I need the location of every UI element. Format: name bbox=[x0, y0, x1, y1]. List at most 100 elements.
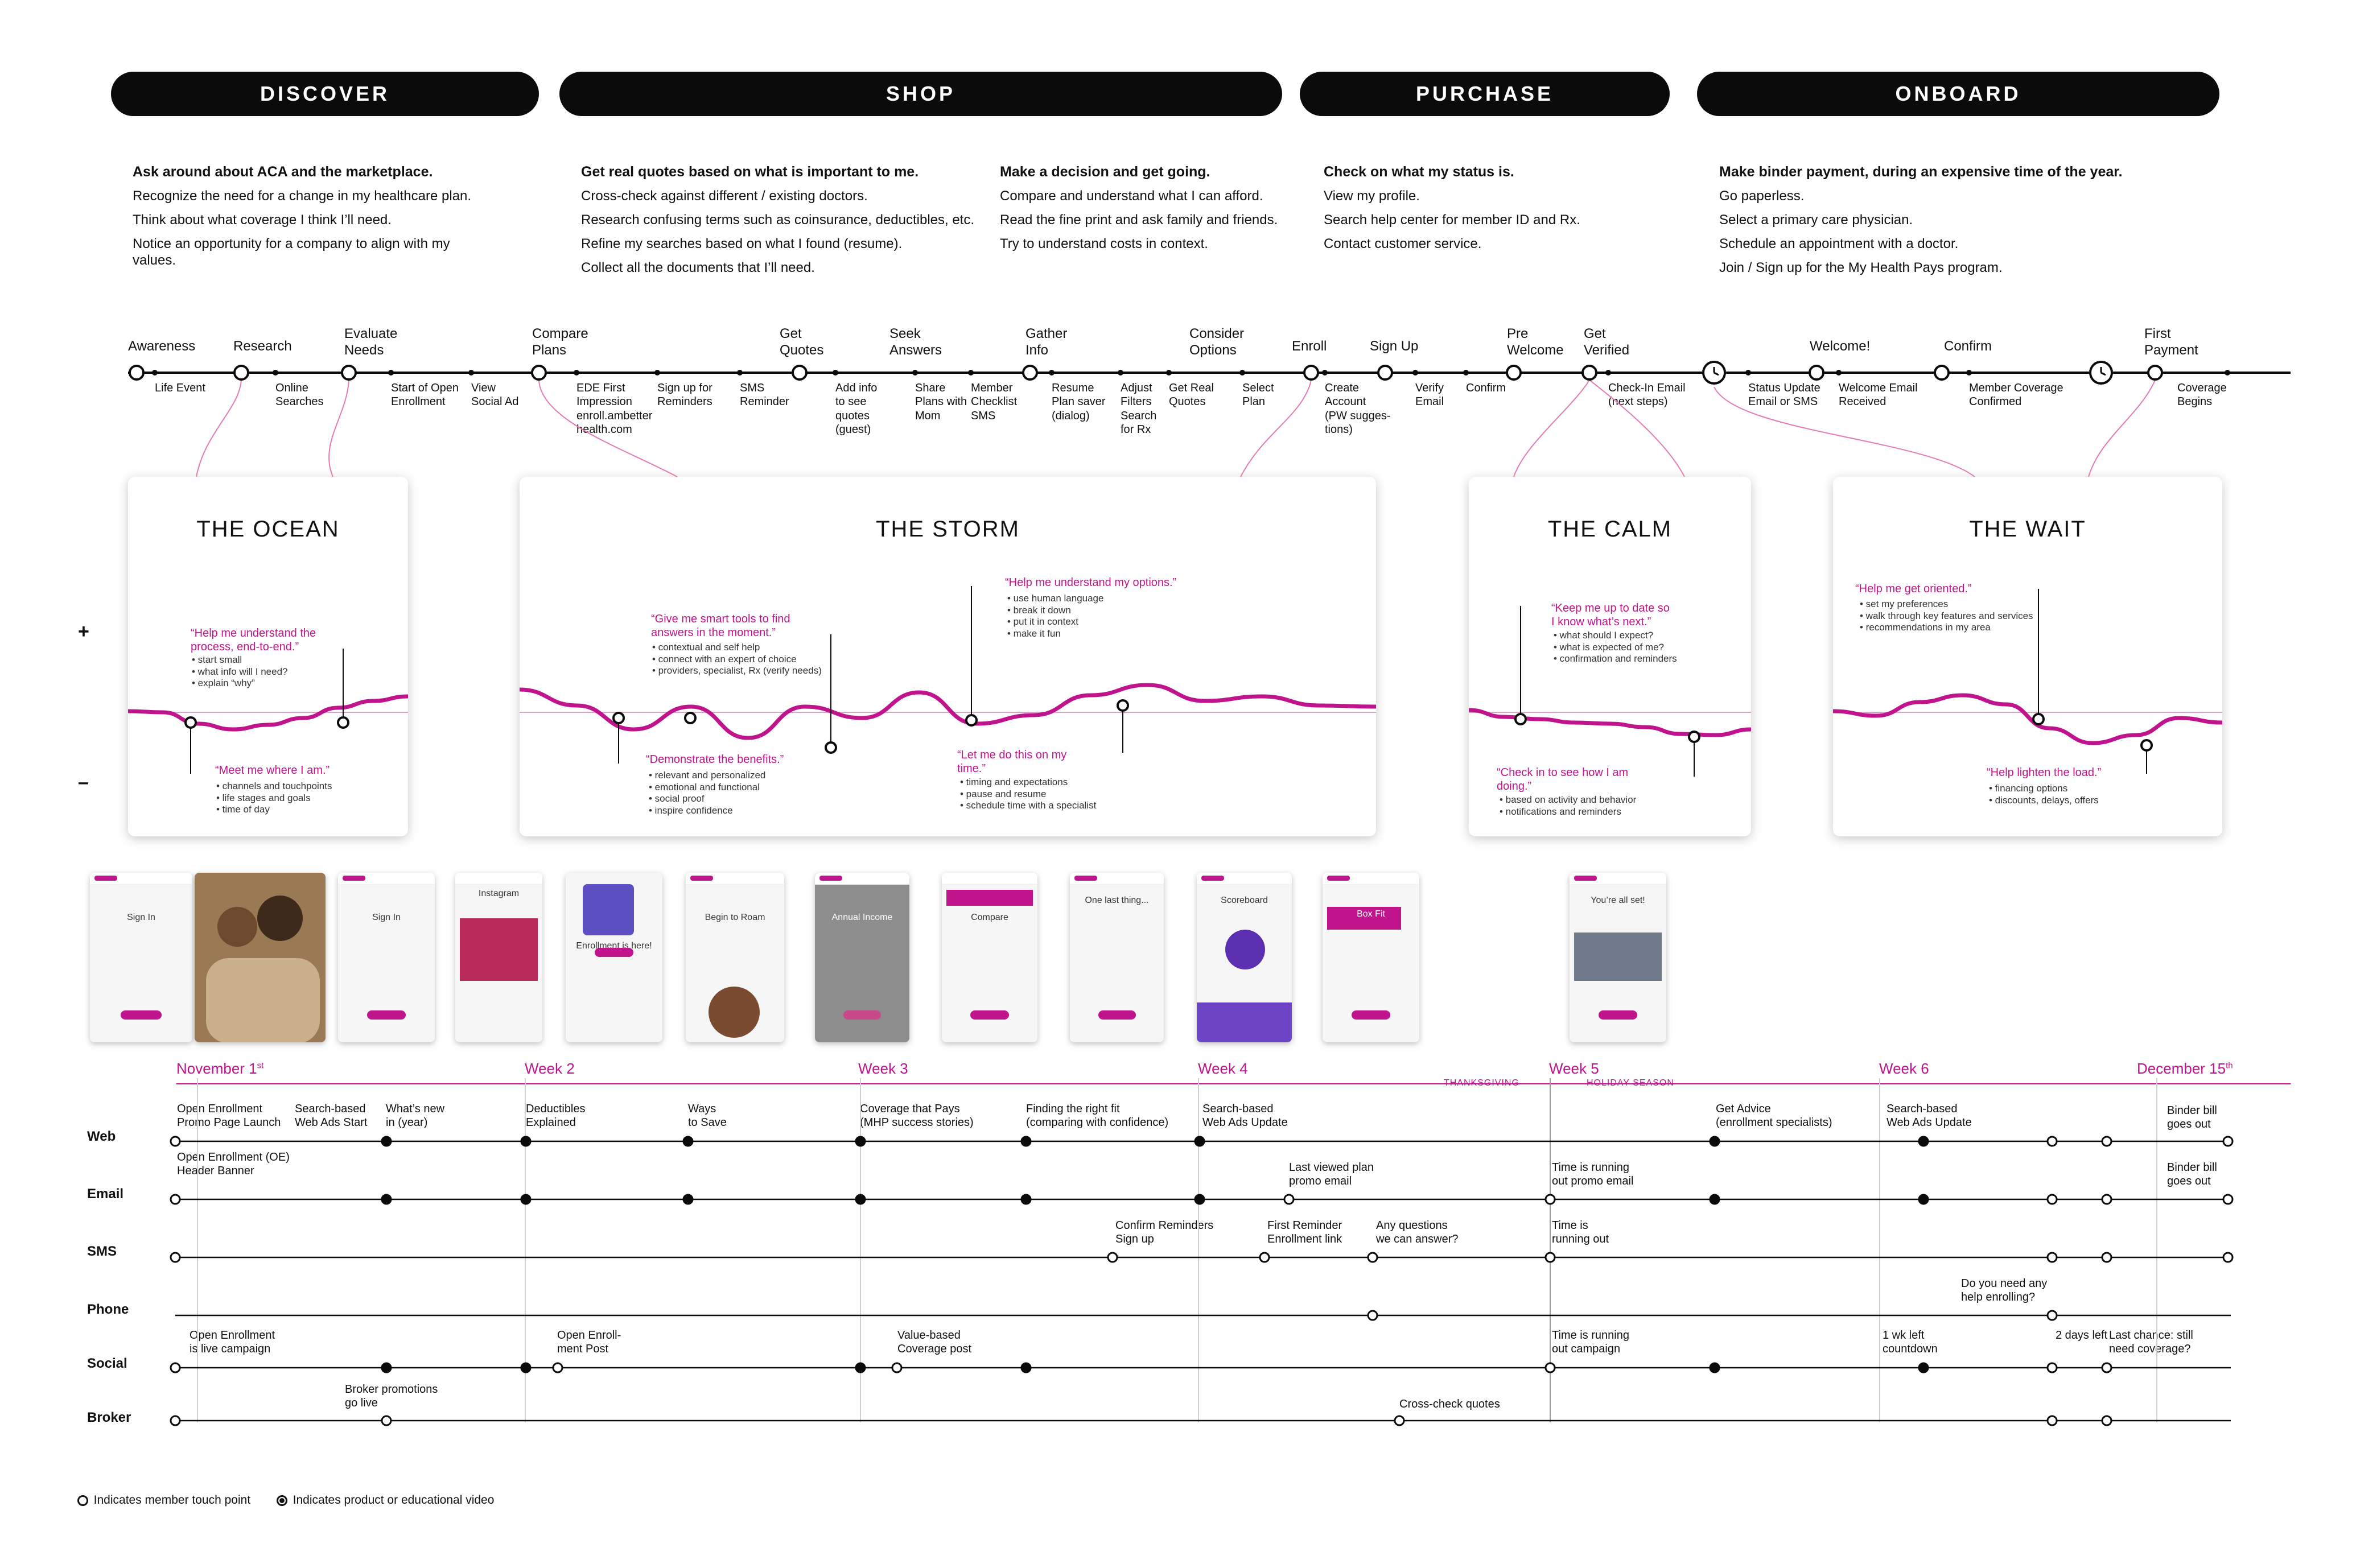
card-quote-bullets: • contextual and self help • connect wit… bbox=[652, 642, 822, 676]
video-touch-dot bbox=[855, 1136, 866, 1147]
journey-step-dot bbox=[129, 365, 145, 381]
substep-label: Confirm bbox=[1466, 382, 1506, 394]
week-label: November 1st bbox=[176, 1060, 264, 1077]
card-quote: “Check in to see how I am doing.” bbox=[1497, 766, 1629, 793]
goal-bullet: Select a primary care physician. bbox=[1719, 212, 1913, 228]
goal-bullet: Try to understand costs in context. bbox=[1000, 236, 1208, 251]
journey-step-dot bbox=[1809, 365, 1824, 381]
member-touch-dot bbox=[2101, 1136, 2112, 1147]
emotion-wave-storm bbox=[519, 683, 1377, 740]
channel-social: Social bbox=[87, 1356, 127, 1371]
week-label: Week 4 bbox=[1198, 1060, 1248, 1077]
member-touch-dot bbox=[891, 1362, 903, 1373]
substep-label: Life Event bbox=[155, 382, 205, 394]
timeline-event: Binder bill goes out bbox=[2167, 1161, 2217, 1188]
timeline-event: Cross-check quotes bbox=[1399, 1398, 1500, 1410]
screen-thumbnail-photo bbox=[195, 873, 326, 1042]
card-title: THE STORM bbox=[876, 517, 1020, 542]
member-touch-dot bbox=[1283, 1194, 1295, 1205]
journey-substep-dot bbox=[1412, 370, 1418, 376]
journey-step-dot bbox=[792, 365, 808, 381]
timeline-event: Time is running out bbox=[1552, 1219, 1609, 1246]
substep-label: Sign up for Reminders bbox=[657, 382, 712, 408]
emotion-wave-ocean bbox=[127, 694, 409, 732]
step-label: Awareness bbox=[128, 339, 196, 354]
video-touch-dot bbox=[1020, 1136, 1032, 1147]
goal-bullet: Collect all the documents that I’ll need… bbox=[581, 260, 815, 275]
screen-thumbnail: Box Fit bbox=[1323, 873, 1419, 1042]
video-touch-dot bbox=[682, 1194, 694, 1205]
channel-phone: Phone bbox=[87, 1302, 129, 1317]
journey-substep-dot bbox=[1166, 370, 1172, 376]
goal-title: Get real quotes based on what is importa… bbox=[581, 164, 919, 180]
emotion-point bbox=[184, 716, 197, 729]
timeline-event: Last viewed plan promo email bbox=[1289, 1161, 1374, 1188]
timeline-event: Confirm Reminders Sign up bbox=[1115, 1219, 1214, 1246]
emotion-wave-wait bbox=[1832, 693, 2223, 745]
journey-substep-dot bbox=[574, 370, 579, 376]
video-touch-dot bbox=[682, 1136, 694, 1147]
phase-discover: DISCOVER bbox=[111, 72, 539, 116]
goal-bullet: Research confusing terms such as coinsur… bbox=[581, 212, 975, 228]
emotion-point bbox=[2032, 713, 2045, 725]
member-touch-dot bbox=[552, 1362, 563, 1373]
member-touch-dot bbox=[1367, 1252, 1378, 1263]
thanksgiving-label: THANKSGIVING bbox=[1444, 1078, 1519, 1088]
card-title: THE OCEAN bbox=[196, 517, 340, 542]
connector-curve bbox=[2088, 379, 2156, 477]
card-quote: “Help me get oriented.” bbox=[1855, 583, 1972, 595]
step-label: Evaluate Needs bbox=[344, 326, 398, 358]
journey-substep-dot bbox=[968, 370, 974, 376]
goal-title: Make a decision and get going. bbox=[1000, 164, 1210, 180]
card-quote: “Help lighten the load.” bbox=[1987, 766, 2102, 779]
goal-bullet: Search help center for member ID and Rx. bbox=[1324, 212, 1580, 228]
member-touch-dot bbox=[1107, 1252, 1118, 1263]
timeline-event: Value-based Coverage post bbox=[897, 1329, 972, 1356]
screen-thumbnail: Enrollment is here! bbox=[566, 873, 662, 1042]
goal-bullet: View my profile. bbox=[1324, 188, 1420, 204]
journey-substep-dot bbox=[737, 370, 743, 376]
screen-thumbnail: Annual Income bbox=[815, 873, 909, 1042]
member-touch-dot bbox=[2046, 1252, 2058, 1263]
step-label: Get Verified bbox=[1584, 326, 1630, 358]
member-touch-dot bbox=[1544, 1362, 1556, 1373]
step-label: Compare Plans bbox=[532, 326, 588, 358]
substep-label: Welcome Email Received bbox=[1839, 382, 1918, 408]
phase-purchase: PURCHASE bbox=[1300, 72, 1670, 116]
video-touch-dot bbox=[1918, 1194, 1929, 1205]
screen-thumbnail: One last thing... bbox=[1070, 873, 1164, 1042]
video-touch-dot bbox=[1709, 1362, 1720, 1373]
video-touch-dot bbox=[520, 1136, 532, 1147]
card-quote-bullets: • financing options • discounts, delays,… bbox=[1989, 783, 2099, 806]
substep-label: Member Coverage Confirmed bbox=[1969, 382, 2063, 408]
channel-broker: Broker bbox=[87, 1410, 131, 1425]
screen-thumbnail: Instagram bbox=[455, 873, 542, 1042]
timeline-event: Binder bill goes out bbox=[2167, 1104, 2217, 1131]
journey-substep-dot bbox=[1322, 370, 1328, 376]
card-the-ocean: THE OCEAN bbox=[128, 477, 408, 836]
member-touch-dot bbox=[2046, 1415, 2058, 1426]
substep-label: Coverage Begins bbox=[2177, 382, 2227, 408]
screen-thumbnail: Begin to Roam bbox=[686, 873, 784, 1042]
emotion-negative: – bbox=[78, 771, 89, 793]
timeline-event: Coverage that Pays (MHP success stories) bbox=[860, 1103, 974, 1129]
emotion-point bbox=[337, 716, 349, 729]
connector-curve bbox=[1240, 379, 1312, 477]
card-quote-bullets: • timing and expectations • pause and re… bbox=[960, 777, 1097, 811]
journey-substep-dot bbox=[654, 370, 660, 376]
video-touch-dot bbox=[1709, 1136, 1720, 1147]
substep-label: Check-In Email (next steps) bbox=[1608, 382, 1686, 408]
journey-substep-dot bbox=[468, 370, 474, 376]
week-label: December 15th bbox=[2137, 1060, 2233, 1077]
goal-bullet: Cross-check against different / existing… bbox=[581, 188, 868, 204]
goal-title: Make binder payment, during an expensive… bbox=[1719, 164, 2123, 180]
video-touch-dot bbox=[1194, 1136, 1205, 1147]
card-quote-bullets: • start small • what info will I need? •… bbox=[192, 654, 288, 689]
member-touch-dot bbox=[2046, 1136, 2058, 1147]
timeline-event: Open Enrollment is live campaign bbox=[190, 1329, 275, 1356]
timeline-event: Do you need any help enrolling? bbox=[1961, 1277, 2048, 1304]
member-touch-dot bbox=[1259, 1252, 1270, 1263]
journey-substep-dot bbox=[1049, 370, 1055, 376]
member-touch-dot bbox=[2101, 1362, 2112, 1373]
